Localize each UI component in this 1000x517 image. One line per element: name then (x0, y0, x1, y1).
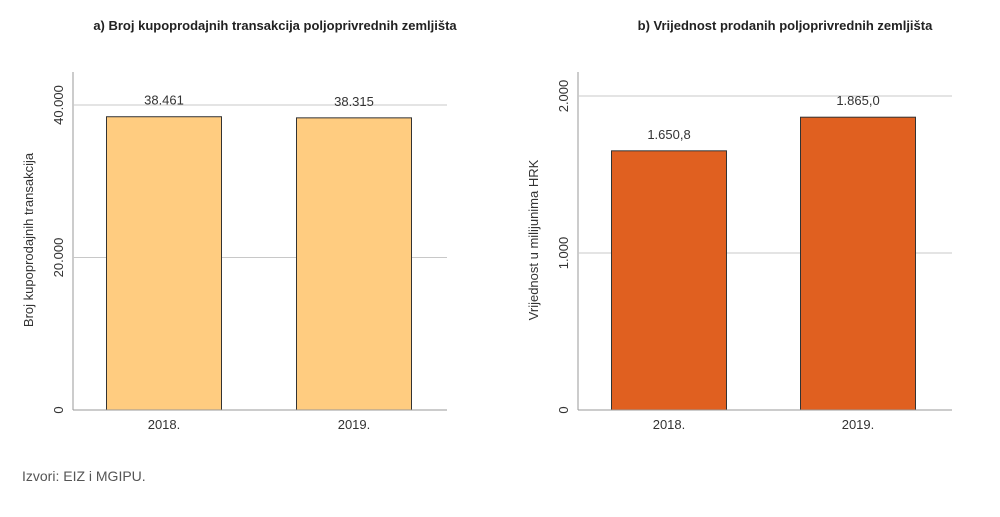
chart-b-bar-2018 (611, 150, 727, 411)
chart-b-x-tick-label: 2018. (653, 417, 686, 432)
chart-b-y-tick-label: 1.000 (556, 237, 571, 270)
chart-b-y-axis-label: Vrijednost u milijunima HRK (526, 159, 541, 320)
chart-a-x-tick-label: 2018. (148, 417, 181, 432)
chart-a-y-tick-label: 20.000 (51, 238, 66, 278)
chart-a-data-label: 38.461 (144, 93, 184, 108)
chart-b-data-label: 1.865,0 (836, 93, 879, 108)
chart-a-y-axis-label: Broj kupoprodajnih transakcija (21, 152, 36, 327)
chart-a-bar-2018 (106, 116, 222, 411)
chart-b-title: b) Vrijednost prodanih poljoprivrednih z… (638, 18, 933, 33)
chart-a-y-tick-label: 0 (51, 406, 66, 413)
chart-a-bar-2019 (296, 117, 412, 411)
source-note: Izvori: EIZ i MGIPU. (22, 468, 146, 484)
chart-b-data-label: 1.650,8 (647, 127, 690, 142)
chart-a-data-label: 38.315 (334, 94, 374, 109)
chart-b-y-tick-label: 2.000 (556, 80, 571, 113)
chart-a-title: a) Broj kupoprodajnih transakcija poljop… (93, 18, 457, 33)
chart-b-x-tick-label: 2019. (842, 417, 875, 432)
chart-b-y-tick-label: 0 (556, 406, 571, 413)
chart-a-x-tick-label: 2019. (338, 417, 371, 432)
chart-a-y-tick-label: 40.000 (51, 85, 66, 125)
chart-b-bar-2019 (800, 116, 916, 411)
